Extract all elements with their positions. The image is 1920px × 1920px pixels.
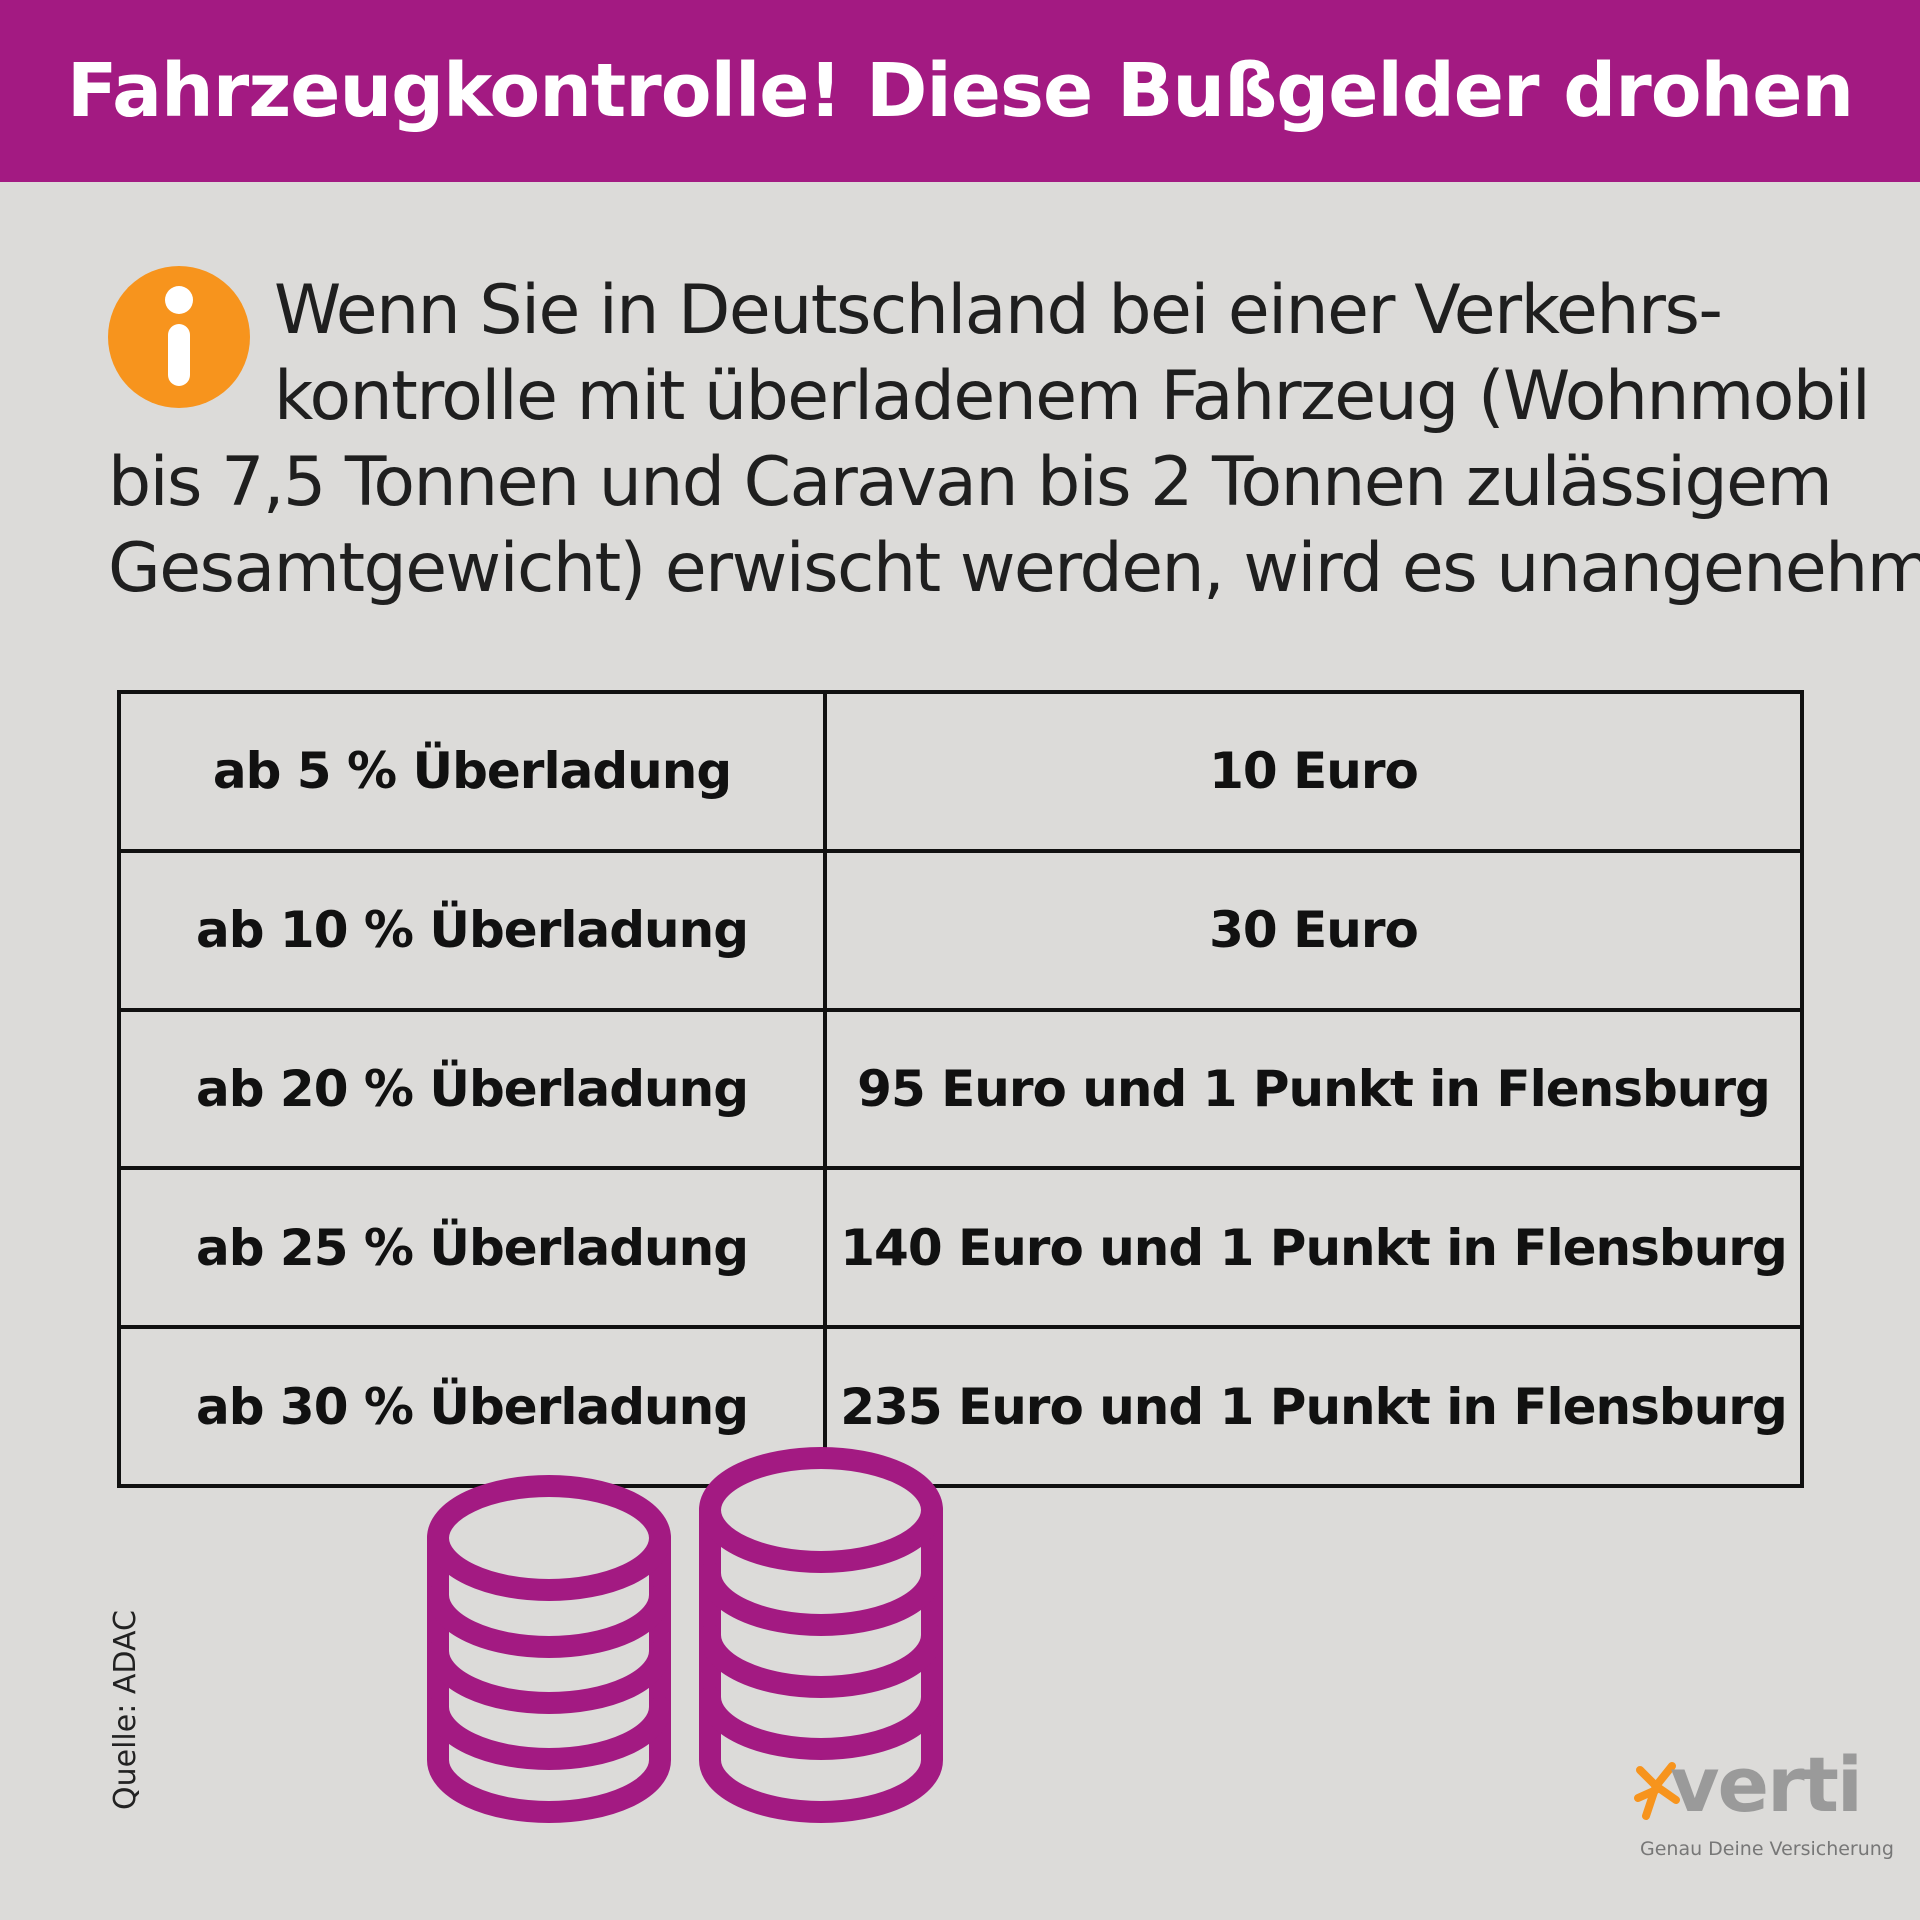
logo-slogan: Genau Deine Versicherung	[1640, 1838, 1894, 1860]
fine-cell: 140 Euro und 1 Punkt in Flensburg	[823, 1166, 1804, 1330]
table-row: ab 5 % Überladung 10 Euro	[117, 690, 1804, 853]
logo-wordmark: verti	[1670, 1740, 1863, 1829]
overload-cell: ab 30 % Überladung	[117, 1325, 827, 1488]
overload-cell: ab 25 % Überladung	[117, 1166, 827, 1330]
table-row: ab 25 % Überladung 140 Euro und 1 Punkt …	[117, 1166, 1804, 1330]
fine-cell: 10 Euro	[823, 690, 1804, 853]
intro-line: kontrolle mit überladenem Fahrzeug (Wohn…	[274, 357, 1871, 436]
fines-table: ab 5 % Überladung 10 Euro ab 10 % Überla…	[117, 690, 1804, 1488]
source-note: Quelle: ADAC	[108, 1610, 143, 1810]
info-icon	[108, 266, 250, 408]
overload-cell: ab 5 % Überladung	[117, 690, 827, 853]
intro-line: bis 7,5 Tonnen und Caravan bis 2 Tonnen …	[108, 443, 1833, 522]
intro-line: Gesamtgewicht) erwischt werden, wird es …	[108, 529, 1920, 608]
intro-text: Wenn Sie in Deutschland bei einer Verkeh…	[108, 268, 1920, 612]
overload-cell: ab 20 % Überladung	[117, 1007, 827, 1171]
fine-cell: 95 Euro und 1 Punkt in Flensburg	[823, 1007, 1804, 1171]
intro-line: Wenn Sie in Deutschland bei einer Verkeh…	[274, 271, 1723, 350]
page-title: Fahrzeugkontrolle! Diese Bußgelder drohe…	[66, 48, 1854, 134]
fine-cell: 30 Euro	[823, 848, 1804, 1012]
star-figure-icon	[1634, 1762, 1680, 1820]
header-banner: Fahrzeugkontrolle! Diese Bußgelder drohe…	[0, 0, 1920, 182]
coin-stack-icon	[427, 1447, 943, 1823]
fine-cell: 235 Euro und 1 Punkt in Flensburg	[823, 1325, 1804, 1488]
table-row: ab 30 % Überladung 235 Euro und 1 Punkt …	[117, 1325, 1804, 1488]
table-row: ab 20 % Überladung 95 Euro und 1 Punkt i…	[117, 1007, 1804, 1171]
table-row: ab 10 % Überladung 30 Euro	[117, 848, 1804, 1012]
overload-cell: ab 10 % Überladung	[117, 848, 827, 1012]
